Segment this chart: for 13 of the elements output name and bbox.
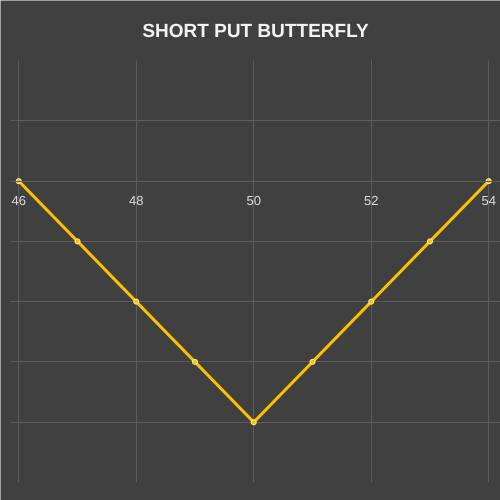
x-tick-label: 50 (246, 193, 261, 208)
point (426, 238, 433, 244)
point (368, 298, 374, 305)
x-tick-label: 52 (364, 193, 378, 208)
x-tick-label: 46 (11, 193, 26, 208)
x-tick-label: 54 (482, 193, 496, 208)
chart-title: SHORT PUT BUTTERFLY (142, 21, 369, 42)
point (250, 419, 257, 426)
point (192, 358, 198, 365)
point (74, 238, 80, 244)
x-tick-label: 48 (129, 193, 144, 208)
point (309, 358, 316, 365)
point (133, 298, 140, 305)
